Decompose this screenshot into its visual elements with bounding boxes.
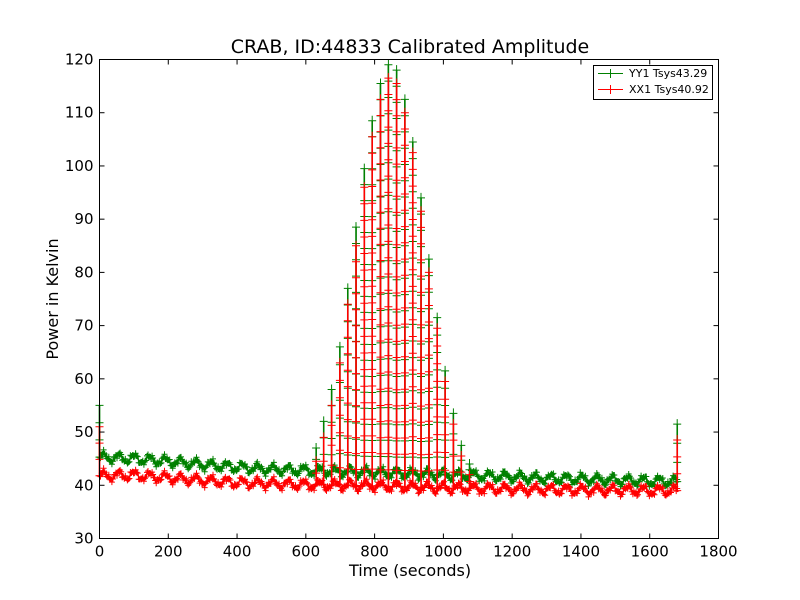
scan-peak	[424, 267, 433, 488]
legend-marker-yy1	[606, 69, 615, 78]
scan-peak-markers	[408, 147, 417, 488]
scan-peak-markers	[465, 469, 474, 489]
scan-peak-markers	[319, 432, 328, 486]
scan-peak	[319, 432, 328, 486]
scan-peak-markers	[335, 357, 344, 486]
y-axis-label: Power in Kelvin	[43, 238, 62, 359]
scan-peak-markers	[433, 323, 442, 489]
scan-peak	[384, 73, 393, 487]
scan-peak	[360, 182, 369, 487]
x-tick-label: 1200	[493, 543, 531, 561]
y-tick-label: 110	[65, 104, 94, 122]
scan-peak-markers	[449, 419, 458, 489]
y-tick-label: 50	[74, 423, 93, 441]
scan-peak	[465, 469, 474, 489]
x-tick-label: 0	[95, 543, 105, 561]
plot-area	[95, 59, 682, 500]
legend-marker-xx1	[606, 85, 615, 94]
scan-peak	[673, 435, 682, 492]
scan-peak-markers	[376, 94, 385, 487]
legend-box	[593, 65, 713, 100]
chart-title: CRAB, ID:44833 Calibrated Amplitude	[231, 36, 590, 58]
scan-peak-markers	[327, 400, 336, 486]
x-tick-label: 200	[154, 543, 183, 561]
y-tick-label: 70	[74, 317, 93, 335]
x-tick-label: 1600	[631, 543, 669, 561]
scan-peak-markers	[392, 78, 401, 487]
legend-label-yy1: YY1 Tsys43.29	[628, 67, 707, 80]
scan-peak	[376, 94, 385, 487]
x-tick-label: 400	[223, 543, 252, 561]
x-tick-label: 1800	[699, 543, 737, 561]
scan-peak-markers	[417, 206, 425, 488]
scan-peak	[352, 240, 360, 486]
scan-peak	[327, 400, 336, 486]
y-tick-label: 120	[65, 51, 94, 69]
x-tick-label: 600	[292, 543, 321, 561]
axis-ticks: 0 200 400 600 800 1000 1200 1400 1600 1800 30 40 50 6…	[65, 51, 738, 561]
scan-peak	[457, 451, 466, 489]
scan-peak-markers	[457, 451, 466, 489]
y-tick-label: 100	[65, 157, 94, 175]
scan-peak-markers	[312, 456, 321, 486]
scan-peak-markers	[384, 73, 393, 487]
scan-peak-markers	[673, 435, 682, 492]
axes-frame	[99, 59, 719, 539]
scan-peak-markers	[424, 267, 433, 488]
scan-peak	[449, 419, 458, 489]
scan-peak	[335, 357, 344, 486]
scan-peak-markers	[343, 299, 352, 486]
x-tick-label: 800	[360, 543, 389, 561]
scan-peak	[368, 131, 377, 487]
scan-peak-markers	[400, 107, 409, 488]
scan-peak	[441, 376, 450, 489]
legend-label-xx1: XX1 Tsys40.92	[629, 83, 709, 96]
x-tick-label: 1000	[424, 543, 462, 561]
x-axis-label: Time (seconds)	[348, 561, 471, 580]
scan-peak-markers	[360, 182, 369, 487]
y-tick-label: 80	[74, 263, 93, 281]
scan-peak	[408, 147, 417, 488]
scan-peak-markers	[441, 376, 450, 489]
legend: YY1 Tsys43.29 XX1 Tsys40.92	[593, 65, 713, 100]
y-tick-label: 60	[74, 370, 93, 388]
scan-peak	[392, 78, 401, 487]
series-xx1	[95, 73, 682, 500]
scan-peak	[400, 107, 409, 488]
y-tick-label: 40	[74, 476, 93, 494]
scan-peak	[433, 323, 442, 489]
scan-peak	[312, 456, 321, 486]
scan-peak	[343, 299, 352, 486]
y-tick-label: 90	[74, 210, 93, 228]
x-tick-label: 1400	[562, 543, 600, 561]
scan-peak-markers	[352, 240, 360, 486]
scan-peak-markers	[368, 131, 377, 487]
y-tick-label: 30	[74, 530, 93, 548]
scan-peak	[417, 206, 425, 488]
